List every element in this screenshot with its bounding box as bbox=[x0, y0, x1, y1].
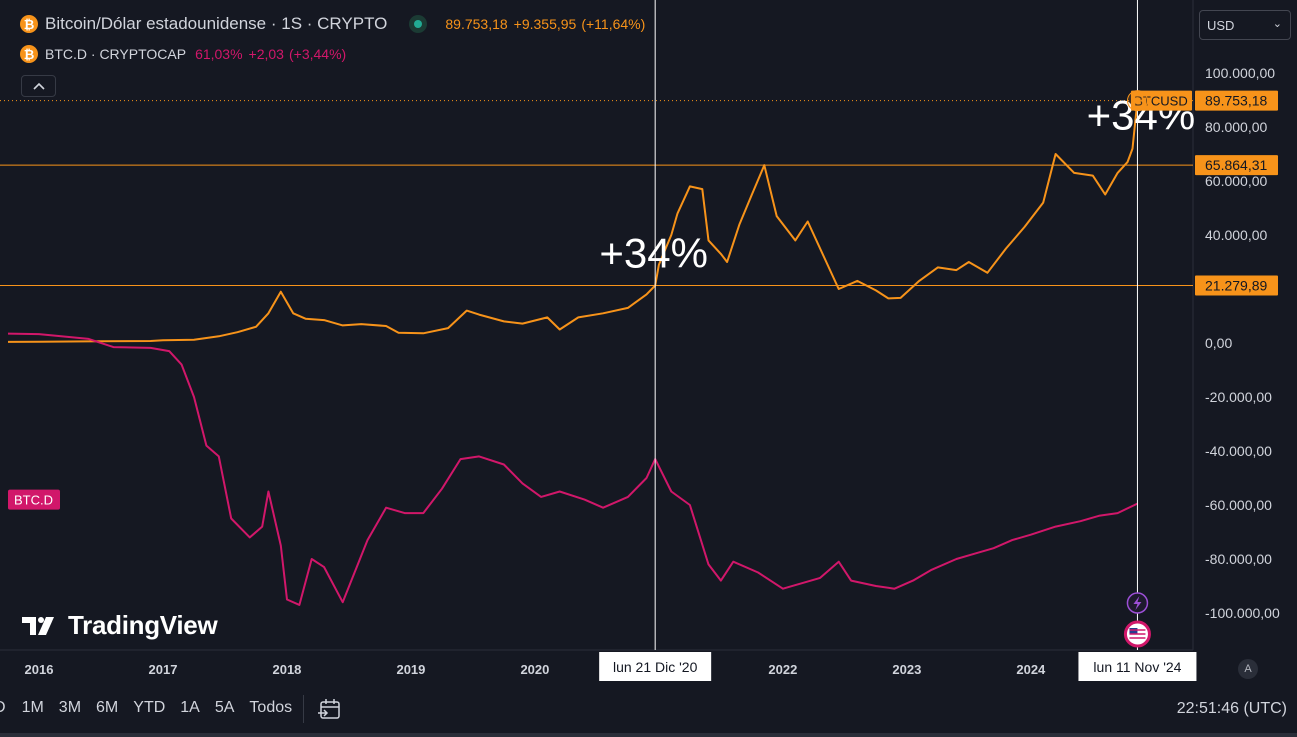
main-series-change: +9.355,95 bbox=[513, 16, 577, 32]
range-selector: D 1M 3M 6M YTD 1A 5A Todos bbox=[0, 699, 307, 717]
chevron-down-icon: ⌄ bbox=[1272, 18, 1282, 30]
y-tick-label: 0,00 bbox=[1205, 335, 1232, 351]
bitcoin-icon: ₿ bbox=[20, 45, 38, 63]
last-point-marker bbox=[1133, 97, 1141, 105]
bottom-border bbox=[0, 733, 1297, 737]
x-tick-label: 2022 bbox=[768, 662, 797, 677]
level-price-box bbox=[1195, 275, 1278, 296]
x-tick-label: 2024 bbox=[1016, 662, 1046, 677]
market-status-icon[interactable] bbox=[409, 15, 428, 33]
overlay-label-text: BTC.D bbox=[14, 493, 53, 508]
y-tick-label: -20.000,00 bbox=[1205, 389, 1272, 405]
x-tick-label: 2023 bbox=[892, 662, 921, 677]
utc-clock[interactable]: 22:51:46 (UTC) bbox=[1176, 700, 1287, 717]
overlay-series-title: BTC.D · CRYPTOCAP bbox=[45, 46, 187, 62]
x-tick-label: 2018 bbox=[272, 662, 301, 677]
bitcoin-icon: ₿ bbox=[20, 15, 38, 33]
range-button-todos[interactable]: Todos bbox=[249, 699, 293, 716]
overlay-series-last: 61,03% bbox=[195, 46, 243, 62]
range-button-1a[interactable]: 1A bbox=[180, 699, 200, 716]
range-button-d[interactable]: D bbox=[0, 699, 6, 717]
overlay-series-legend[interactable]: ₿ BTC.D · CRYPTOCAP 61,03% +2,03 (+3,44%… bbox=[20, 45, 346, 63]
main-series-legend[interactable]: ₿ Bitcoin/Dólar estadounidense · 1S · CR… bbox=[20, 14, 645, 34]
lightning-icon-glyph bbox=[1133, 596, 1142, 610]
x-tick-label: 2019 bbox=[396, 662, 425, 677]
us-flag-canton bbox=[1129, 628, 1138, 634]
currency-select[interactable]: USD ⌄ bbox=[1199, 10, 1291, 40]
y-tick-label: 40.000,00 bbox=[1205, 227, 1267, 243]
overlay-series-change-pct: (+3,44%) bbox=[288, 46, 347, 62]
last-price-box bbox=[1195, 90, 1278, 111]
currency-value: USD bbox=[1207, 17, 1235, 33]
tradingview-logo-text: TradingView bbox=[68, 610, 218, 640]
series-line-btcd[interactable] bbox=[7, 332, 1138, 606]
crosshair-date-label: lun 21 Dic '20 bbox=[613, 659, 698, 675]
tradingview-logo: TradingView bbox=[22, 610, 218, 641]
x-tick-label: 2017 bbox=[149, 662, 178, 677]
y-tick-label: 80.000,00 bbox=[1205, 119, 1267, 135]
y-tick-label: -40.000,00 bbox=[1205, 443, 1272, 459]
crosshair-date-box bbox=[1078, 652, 1197, 681]
overlay-label-box bbox=[8, 489, 60, 510]
auto-scale-label: A bbox=[1244, 663, 1252, 675]
series-line-btcusd[interactable] bbox=[7, 100, 1139, 343]
overlay-series-change: +2,03 bbox=[248, 46, 284, 62]
y-tick-label: -80.000,00 bbox=[1205, 551, 1272, 567]
level-price-label: 21.279,89 bbox=[1205, 278, 1267, 294]
y-tick-label: -100.000,00 bbox=[1205, 605, 1280, 621]
y-tick-label: -60.000,00 bbox=[1205, 497, 1272, 513]
y-tick-label: 60.000,00 bbox=[1205, 173, 1267, 189]
range-button-6m[interactable]: 6M bbox=[96, 699, 119, 716]
percent-annotation: +34% bbox=[599, 229, 708, 276]
range-button-3m[interactable]: 3M bbox=[58, 699, 82, 716]
collapse-legend-button[interactable] bbox=[21, 75, 56, 97]
last-price-label: 89.753,18 bbox=[1205, 93, 1267, 109]
calendar-goto-icon[interactable] bbox=[317, 697, 343, 728]
y-tick-label: 100.000,00 bbox=[1205, 65, 1275, 81]
x-tick-label: 2016 bbox=[25, 662, 54, 677]
level-price-box bbox=[1195, 155, 1278, 176]
level-price-label: 65.864,31 bbox=[1205, 157, 1267, 173]
auto-scale-button[interactable]: A bbox=[1238, 659, 1258, 679]
toolbar-divider bbox=[303, 695, 304, 723]
main-series-change-pct: (+11,64%) bbox=[581, 16, 646, 32]
range-button-5a[interactable]: 5A bbox=[214, 699, 235, 716]
x-tick-label: 2020 bbox=[520, 662, 549, 677]
crosshair-date-label: lun 11 Nov '24 bbox=[1093, 659, 1181, 675]
series-name-label: BTCUSD bbox=[1134, 94, 1187, 109]
main-series-title: Bitcoin/Dólar estadounidense · 1S · CRYP… bbox=[45, 14, 388, 33]
range-button-1m[interactable]: 1M bbox=[21, 699, 44, 716]
tradingview-logo-icon bbox=[22, 616, 54, 635]
chevron-up-icon bbox=[32, 82, 45, 90]
range-button-ytd[interactable]: YTD bbox=[133, 699, 166, 716]
main-series-last: 89.753,18 bbox=[445, 16, 508, 32]
crosshair-date-box bbox=[599, 652, 712, 681]
